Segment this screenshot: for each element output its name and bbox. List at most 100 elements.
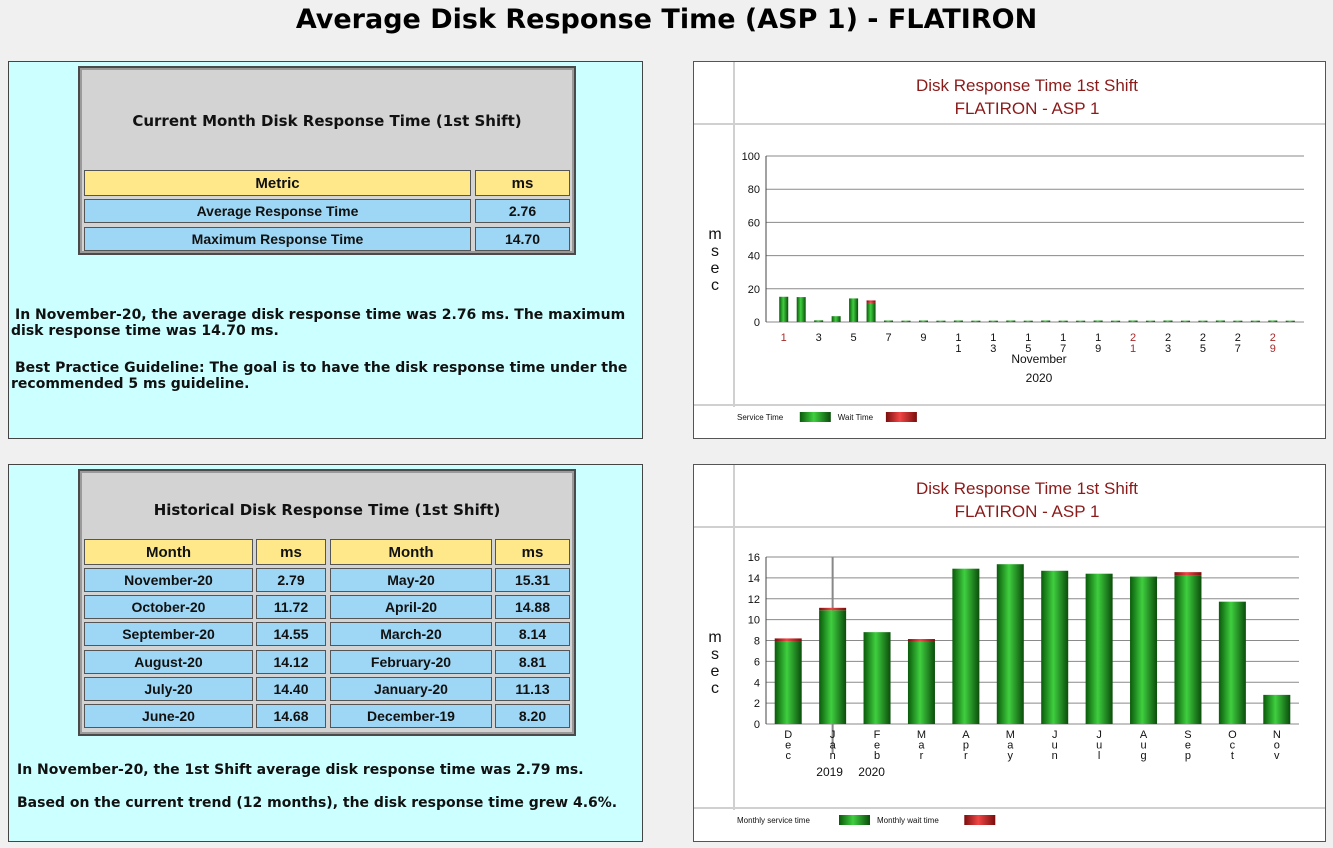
y-tick-label: 8 (754, 636, 760, 648)
legend-swatch (964, 815, 996, 825)
x-tick-label: n (1052, 750, 1058, 762)
x-tick-label: S (1184, 729, 1191, 741)
legend-label: Service Time (737, 413, 784, 422)
ms-header: ms (475, 170, 570, 196)
bar-service-time (901, 320, 911, 322)
bar-service-time (884, 320, 894, 322)
bar-monthly-service-time (1263, 694, 1291, 724)
bar-service-time (849, 298, 859, 322)
x-tick-label: 1 (781, 332, 787, 344)
bar-service-time (1076, 320, 1086, 322)
x-tick-label: y (1008, 750, 1014, 762)
x-tick-label: 1 (1060, 332, 1066, 344)
historical-panel: Historical Disk Response Time (1st Shift… (8, 464, 643, 842)
month-cell: April-20 (330, 595, 492, 620)
bar-monthly-wait-time (907, 639, 935, 642)
best-practice-guideline: Best Practice Guideline: The goal is to … (11, 360, 628, 392)
bar-monthly-wait-time (1174, 572, 1202, 576)
x-tick-label: 1 (955, 343, 961, 355)
x-tick-label: l (1098, 750, 1100, 762)
x-tick-label: J (1052, 729, 1058, 741)
y-axis-label-letter: c (711, 680, 719, 697)
x-tick-label: A (1140, 729, 1148, 741)
month-cell: February-20 (330, 649, 492, 674)
x-tick-label: 7 (1060, 343, 1066, 355)
x-tick-label: 5 (851, 332, 857, 344)
ms-header: ms (495, 539, 570, 565)
bar-service-time (1006, 320, 1016, 322)
bar-monthly-service-time (1130, 576, 1158, 724)
x-tick-label: D (784, 729, 792, 741)
x-tick-label: 1 (1130, 343, 1136, 355)
x-tick-label: n (830, 750, 836, 762)
bar-monthly-service-time (907, 641, 935, 724)
month-cell: August-20 (84, 649, 253, 674)
year-label: 2020 (858, 765, 885, 779)
y-axis-label-letter: m (708, 226, 721, 243)
x-tick-label: 3 (990, 343, 996, 355)
month-cell: March-20 (330, 622, 492, 647)
y-axis-label-letter: e (711, 663, 720, 680)
x-tick-label: O (1228, 729, 1237, 741)
legend-swatch (885, 412, 917, 422)
y-axis-label-letter: c (711, 277, 719, 294)
x-tick-label: e (1185, 740, 1191, 752)
bar-monthly-service-time (1218, 601, 1246, 724)
metric-header: Metric (84, 170, 471, 196)
y-axis-label-letter: s (711, 243, 719, 260)
historical-summary: In November-20, the 1st Shift average di… (17, 762, 584, 778)
legend-label: Wait Time (838, 413, 874, 422)
y-tick-label: 100 (742, 151, 760, 163)
average-response-label: Average Response Time (84, 199, 471, 223)
x-tick-label: 1 (955, 332, 961, 344)
ms-header: ms (256, 539, 326, 565)
ms-cell: 14.88 (495, 595, 570, 620)
x-tick-label: v (1274, 750, 1280, 762)
x-tick-label: 3 (816, 332, 822, 344)
y-axis-label-letter: e (711, 260, 720, 277)
x-tick-label: a (918, 740, 925, 752)
bar-monthly-service-time (1174, 575, 1202, 724)
bar-service-time (1163, 320, 1173, 322)
legend-label: Monthly wait time (877, 816, 939, 825)
chart-title: Disk Response Time 1st Shift (916, 76, 1138, 95)
bar-monthly-service-time (996, 564, 1024, 724)
x-tick-label: 2 (1200, 332, 1206, 344)
bar-service-time (1268, 320, 1278, 322)
bar-service-time (1215, 320, 1225, 322)
historical-trend: Based on the current trend (12 months), … (17, 795, 618, 811)
historical-table: Historical Disk Response Time (1st Shift… (78, 469, 576, 736)
y-axis-label-letter: m (708, 629, 721, 646)
x-tick-label: b (874, 750, 880, 762)
x-tick-label: 1 (990, 332, 996, 344)
page-title: Average Disk Response Time (ASP 1) - FLA… (295, 4, 1038, 35)
bar-service-time (1198, 320, 1208, 322)
month-cell: January-20 (330, 676, 492, 701)
bar-service-time (1023, 320, 1033, 322)
y-tick-label: 2 (754, 698, 760, 710)
x-tick-label: J (830, 729, 836, 741)
x-tick-label: c (785, 750, 791, 762)
bar-service-time (1041, 320, 1051, 322)
daily-response-chart: Disk Response Time 1st Shift FLATIRON - A… (694, 62, 1325, 422)
y-tick-label: 0 (754, 719, 760, 731)
x-tick-label: a (1007, 740, 1014, 752)
x-tick-label: N (1273, 729, 1281, 741)
x-tick-label: 2 (1235, 332, 1241, 344)
chart-subtitle: FLATIRON - ASP 1 (955, 502, 1100, 521)
x-tick-label: 2 (1165, 332, 1171, 344)
x-tick-label: 2 (1270, 332, 1276, 344)
x-tick-label: a (830, 740, 837, 752)
x-axis-year: 2020 (1026, 371, 1053, 385)
x-tick-label: 9 (920, 332, 926, 344)
current-month-summary: In November-20, the average disk respons… (11, 307, 626, 339)
bar-service-time (866, 302, 876, 322)
ms-cell: 14.40 (256, 676, 326, 701)
current-month-table-title: Current Month Disk Response Time (1st Sh… (132, 112, 522, 130)
y-tick-label: 80 (748, 184, 760, 196)
x-tick-label: u (1140, 740, 1146, 752)
y-tick-label: 4 (754, 677, 760, 689)
ms-cell: 14.12 (256, 649, 326, 674)
x-tick-label: 1 (1025, 332, 1031, 344)
x-tick-label: F (874, 729, 881, 741)
